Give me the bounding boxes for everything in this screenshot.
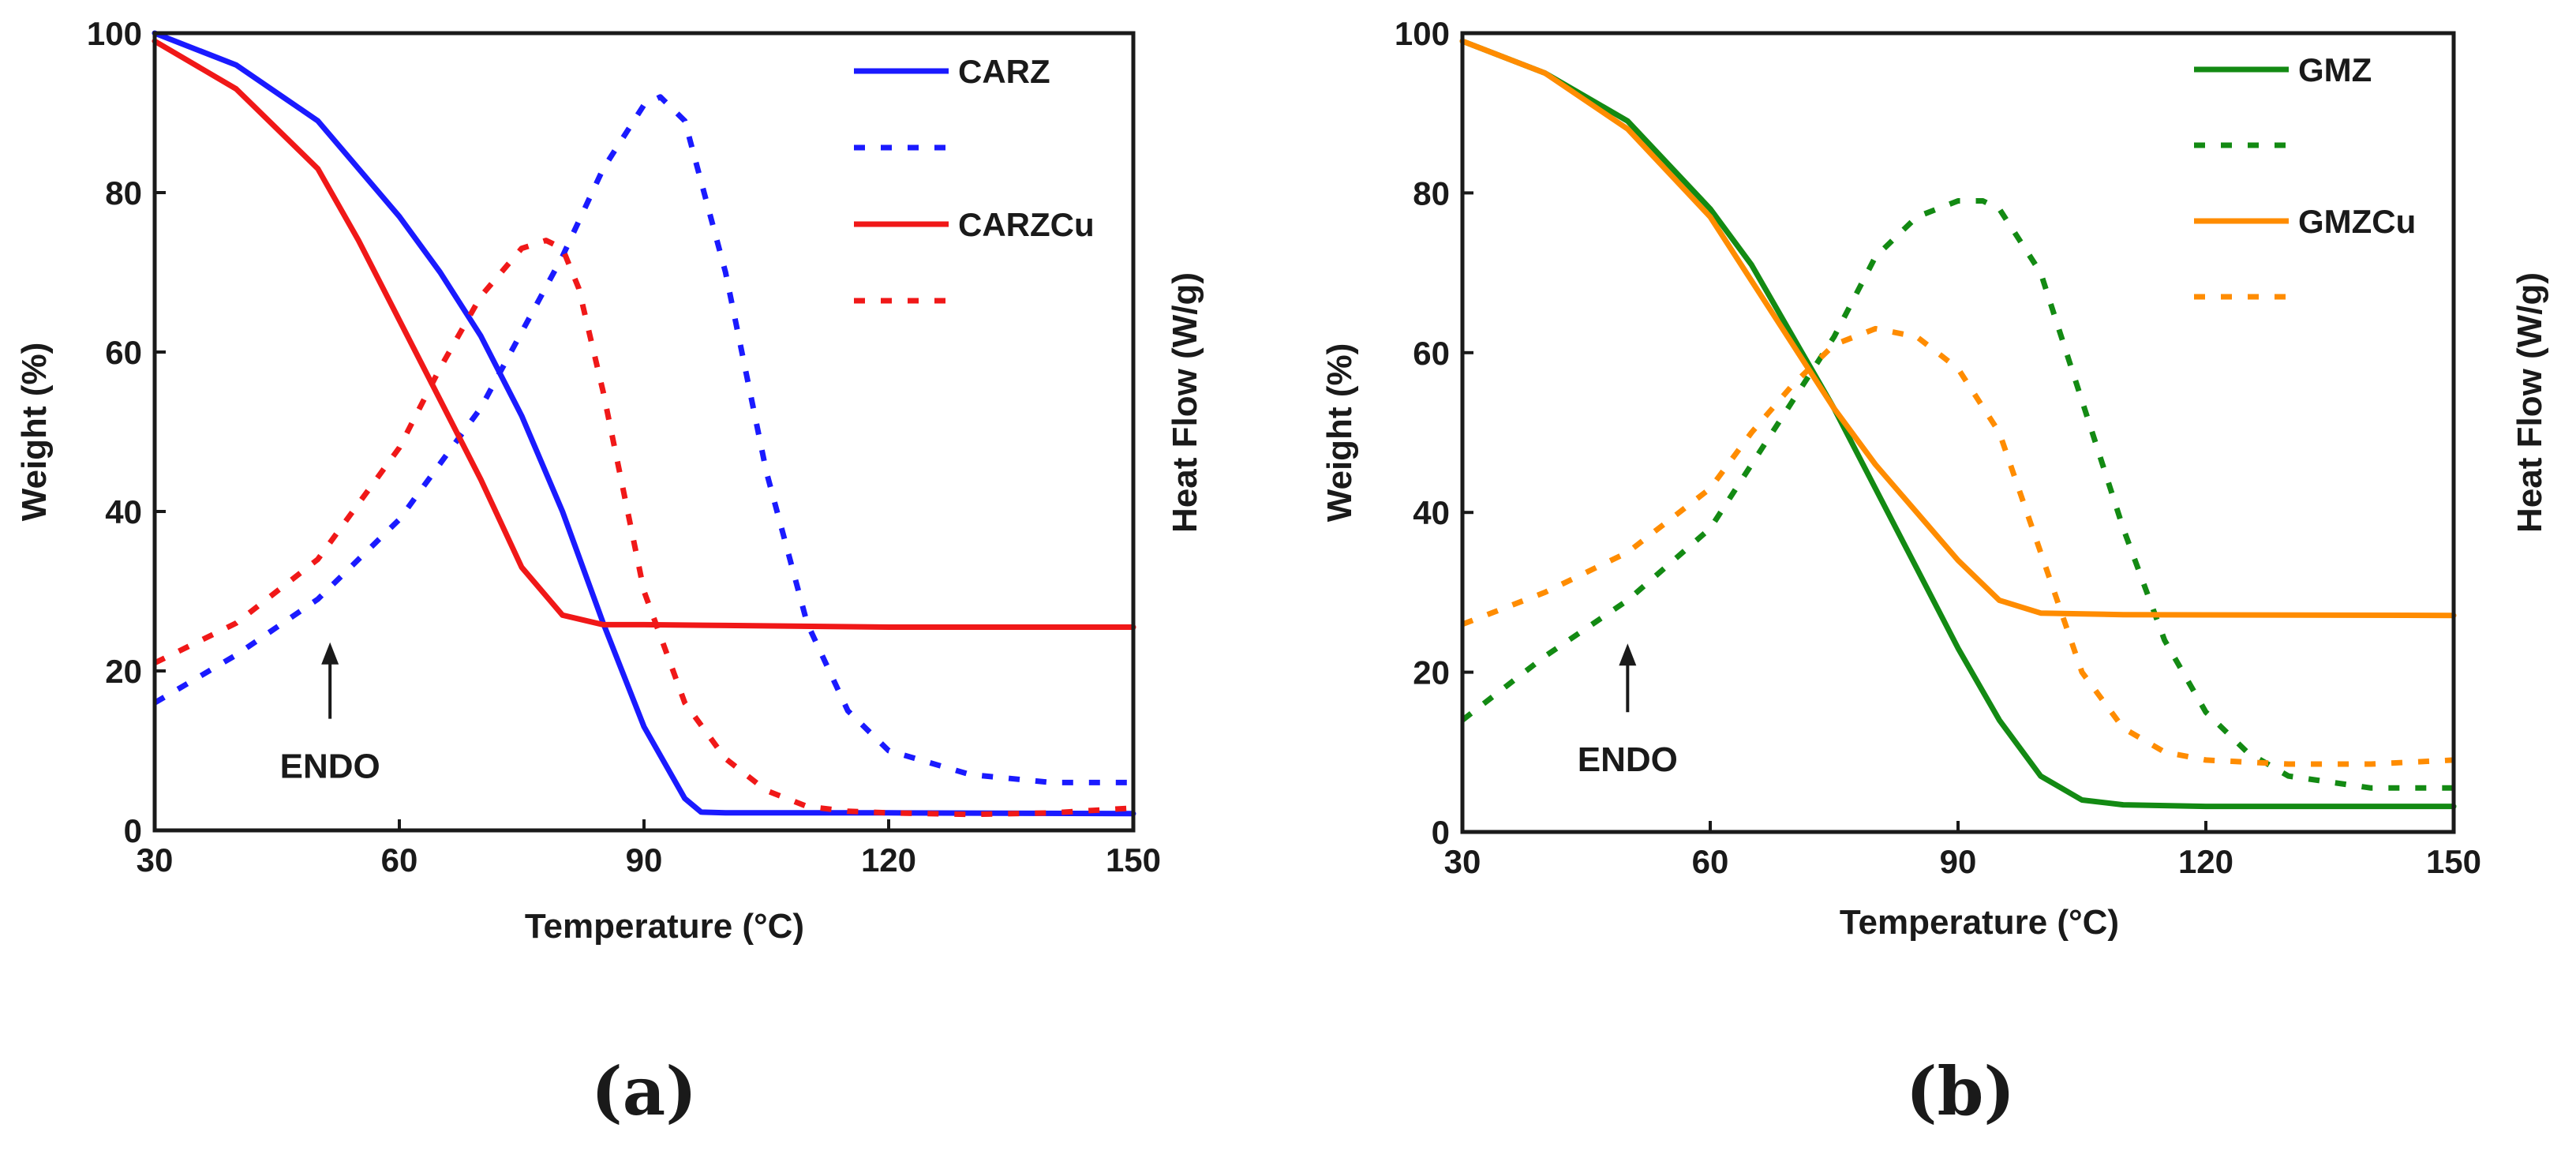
x-tick-label: 60 <box>381 841 418 879</box>
chart-panel-b: 30 60 90 120 150 0 20 40 60 80 100 GMZ GMZCu ENDO T… <box>1320 15 2549 1130</box>
x-tick-label: 30 <box>137 841 174 879</box>
endo-annotation-a: ENDO <box>280 642 380 786</box>
y-tick-label: 80 <box>1413 174 1450 212</box>
x-axis-title-a: Temperature (°C) <box>525 907 804 946</box>
y-tick-label: 100 <box>87 15 142 52</box>
series-line-series-1-dotted-a <box>153 94 1133 785</box>
y-axis-title-b: Weight (%) <box>1320 343 1359 523</box>
series-line-gmz-solid-b <box>1459 38 2457 810</box>
series-line-gmzcu-solid-b <box>1459 38 2457 619</box>
legend-label: GMZCu <box>2298 203 2416 240</box>
plot-frame-b <box>1460 31 2456 834</box>
legend-a: CARZ CARZCu <box>854 53 1095 304</box>
series-line-series-3-dotted-a <box>153 238 1134 818</box>
x-tick-label: 120 <box>2178 843 2233 880</box>
panel-label-b: (b) <box>1906 1052 2015 1130</box>
x-axis-title-b: Temperature (°C) <box>1840 903 2119 942</box>
y-axis-title-a: Weight (%) <box>15 343 54 522</box>
endo-annotation-b: ENDO <box>1578 643 1678 779</box>
x-tick-label: 60 <box>1692 843 1729 880</box>
panel-label-a: (a) <box>591 1052 697 1130</box>
series-line-carzcu-solid-a <box>152 38 1136 630</box>
plot-area-a <box>152 30 1136 818</box>
endo-arrow-head <box>321 642 339 665</box>
legend-label: CARZCu <box>958 206 1095 243</box>
endo-label: ENDO <box>280 747 380 786</box>
y-tick-label: 0 <box>124 812 142 849</box>
endo-arrow-head <box>1619 643 1637 666</box>
endo-label: ENDO <box>1578 740 1678 779</box>
series-line-series-3-dotted-b <box>1461 325 2454 767</box>
series-line-carz-solid-a <box>152 30 1136 817</box>
legend-label: GMZ <box>2298 51 2372 88</box>
x-tick-label: 120 <box>861 841 916 879</box>
y2-axis-title-a: Heat Flow (W/g) <box>1166 272 1204 533</box>
y-tick-label: 60 <box>1413 335 1450 372</box>
y-tick-label: 80 <box>105 174 142 212</box>
y-tick-label: 60 <box>105 334 142 371</box>
legend-label: CARZ <box>958 53 1050 90</box>
x-tick-label: 90 <box>626 841 663 879</box>
legend-b: GMZ GMZCu <box>2194 51 2416 300</box>
axis-ticks-b: 30 60 90 120 150 0 20 40 60 80 100 <box>1395 15 2481 880</box>
axis-ticks-a: 30 60 90 120 150 0 20 40 60 80 100 <box>87 15 1161 879</box>
y-tick-label: 100 <box>1395 15 1450 52</box>
x-tick-label: 30 <box>1444 843 1481 880</box>
y-tick-label: 0 <box>1432 814 1450 851</box>
y-tick-label: 40 <box>105 493 142 530</box>
x-tick-label: 150 <box>1106 841 1161 879</box>
y-tick-label: 20 <box>1413 654 1450 691</box>
y-tick-label: 20 <box>105 653 142 690</box>
chart-panel-a: 30 60 90 120 150 0 20 40 60 80 100 CARZ CARZCu ENDO… <box>15 15 1204 1130</box>
x-tick-label: 150 <box>2426 843 2481 880</box>
y-tick-label: 40 <box>1413 494 1450 531</box>
x-tick-label: 90 <box>1940 843 1977 880</box>
series-line-series-1-dotted-b <box>1460 198 2454 791</box>
y2-axis-title-b: Heat Flow (W/g) <box>2510 272 2549 533</box>
plot-area-b <box>1459 38 2457 810</box>
